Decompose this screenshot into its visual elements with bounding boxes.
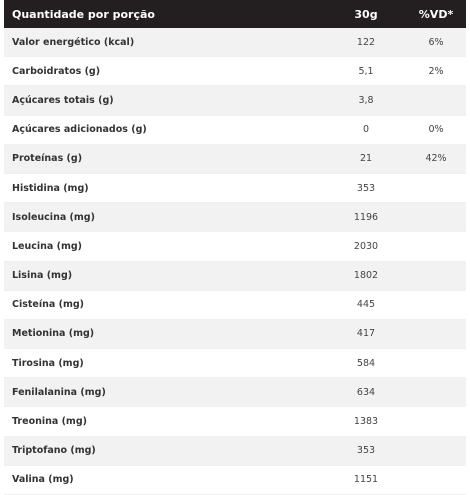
nutrient-daily-value bbox=[406, 261, 466, 291]
nutrient-row: Treonina (mg) 1383 bbox=[4, 406, 466, 437]
nutrient-daily-value bbox=[406, 377, 466, 408]
nutrient-row: Fenilalanina (mg) 634 bbox=[4, 377, 466, 408]
nutrient-quantity: 2030 bbox=[326, 231, 406, 262]
nutrient-name: Valina (mg) bbox=[4, 465, 326, 495]
nutrient-daily-value bbox=[406, 231, 466, 262]
nutrient-daily-value bbox=[406, 465, 466, 495]
nutrient-quantity: 21 bbox=[326, 144, 406, 174]
nutrient-row: Proteínas (g) 21 42% bbox=[4, 144, 466, 174]
nutrient-quantity: 1802 bbox=[326, 261, 406, 291]
nutrient-quantity: 122 bbox=[326, 28, 406, 58]
nutrient-name: Metionina (mg) bbox=[4, 319, 326, 350]
nutrient-row: Triptofano (mg) 353 bbox=[4, 436, 466, 466]
nutrient-daily-value: 42% bbox=[406, 144, 466, 174]
nutrient-row: Tirosina (mg) 584 bbox=[4, 348, 466, 379]
nutrient-daily-value: 0% bbox=[406, 115, 466, 145]
nutrient-row: Leucina (mg) 2030 bbox=[4, 231, 466, 262]
nutrient-row: Açúcares totais (g) 3,8 bbox=[4, 85, 466, 116]
nutrient-daily-value bbox=[406, 436, 466, 466]
nutrient-name: Carboidratos (g) bbox=[4, 56, 326, 87]
nutrient-daily-value: 2% bbox=[406, 56, 466, 87]
nutrient-quantity: 634 bbox=[326, 377, 406, 408]
nutrition-header-row: Quantidade por porção 30g %VD* bbox=[4, 0, 466, 28]
nutrient-daily-value bbox=[406, 348, 466, 379]
nutrient-quantity: 1196 bbox=[326, 202, 406, 233]
nutrient-quantity: 417 bbox=[326, 319, 406, 350]
nutrient-daily-value bbox=[406, 173, 466, 204]
nutrient-row: Açúcares adicionados (g) 0 0% bbox=[4, 115, 466, 145]
nutrient-name: Proteínas (g) bbox=[4, 144, 326, 174]
nutrient-name: Açúcares totais (g) bbox=[4, 85, 326, 116]
nutrient-name: Fenilalanina (mg) bbox=[4, 377, 326, 408]
nutrient-row: Lisina (mg) 1802 bbox=[4, 261, 466, 291]
nutrient-row: Valina (mg) 1151 bbox=[4, 465, 466, 495]
nutrient-row: Histidina (mg) 353 bbox=[4, 173, 466, 204]
nutrient-quantity: 1383 bbox=[326, 406, 406, 437]
nutrient-name: Histidina (mg) bbox=[4, 173, 326, 204]
nutrient-name: Valor energético (kcal) bbox=[4, 28, 326, 58]
nutrient-quantity: 1151 bbox=[326, 465, 406, 495]
nutrient-name: Leucina (mg) bbox=[4, 231, 326, 262]
nutrient-daily-value bbox=[406, 290, 466, 320]
nutrient-quantity: 584 bbox=[326, 348, 406, 379]
nutrient-quantity: 445 bbox=[326, 290, 406, 320]
nutrient-name: Cisteína (mg) bbox=[4, 290, 326, 320]
nutrient-name: Lisina (mg) bbox=[4, 261, 326, 291]
header-quantity-label: 30g bbox=[326, 0, 406, 28]
nutrient-row: Carboidratos (g) 5,1 2% bbox=[4, 56, 466, 87]
nutrient-daily-value bbox=[406, 85, 466, 116]
nutrient-quantity: 0 bbox=[326, 115, 406, 145]
nutrient-name: Isoleucina (mg) bbox=[4, 202, 326, 233]
nutrient-quantity: 5,1 bbox=[326, 56, 406, 87]
nutrient-name: Tirosina (mg) bbox=[4, 348, 326, 379]
nutrient-daily-value bbox=[406, 202, 466, 233]
nutrient-daily-value bbox=[406, 319, 466, 350]
nutrient-daily-value: 6% bbox=[406, 28, 466, 58]
nutrient-daily-value bbox=[406, 406, 466, 437]
nutrient-name: Açúcares adicionados (g) bbox=[4, 115, 326, 145]
nutrient-row: Metionina (mg) 417 bbox=[4, 319, 466, 350]
header-serving-label: Quantidade por porção bbox=[4, 0, 326, 28]
nutrient-name: Treonina (mg) bbox=[4, 406, 326, 437]
nutrient-row: Cisteína (mg) 445 bbox=[4, 290, 466, 320]
nutrient-quantity: 353 bbox=[326, 436, 406, 466]
nutrient-quantity: 3,8 bbox=[326, 85, 406, 116]
nutrition-rows: Valor energético (kcal) 122 6% Carboidratos… bbox=[4, 28, 466, 495]
nutrition-table: Quantidade por porção 30g %VD* Valor ene… bbox=[4, 0, 466, 495]
nutrient-row: Valor energético (kcal) 122 6% bbox=[4, 28, 466, 58]
nutrient-name: Triptofano (mg) bbox=[4, 436, 326, 466]
header-daily-value-label: %VD* bbox=[406, 0, 466, 28]
nutrient-quantity: 353 bbox=[326, 173, 406, 204]
nutrient-row: Isoleucina (mg) 1196 bbox=[4, 202, 466, 233]
